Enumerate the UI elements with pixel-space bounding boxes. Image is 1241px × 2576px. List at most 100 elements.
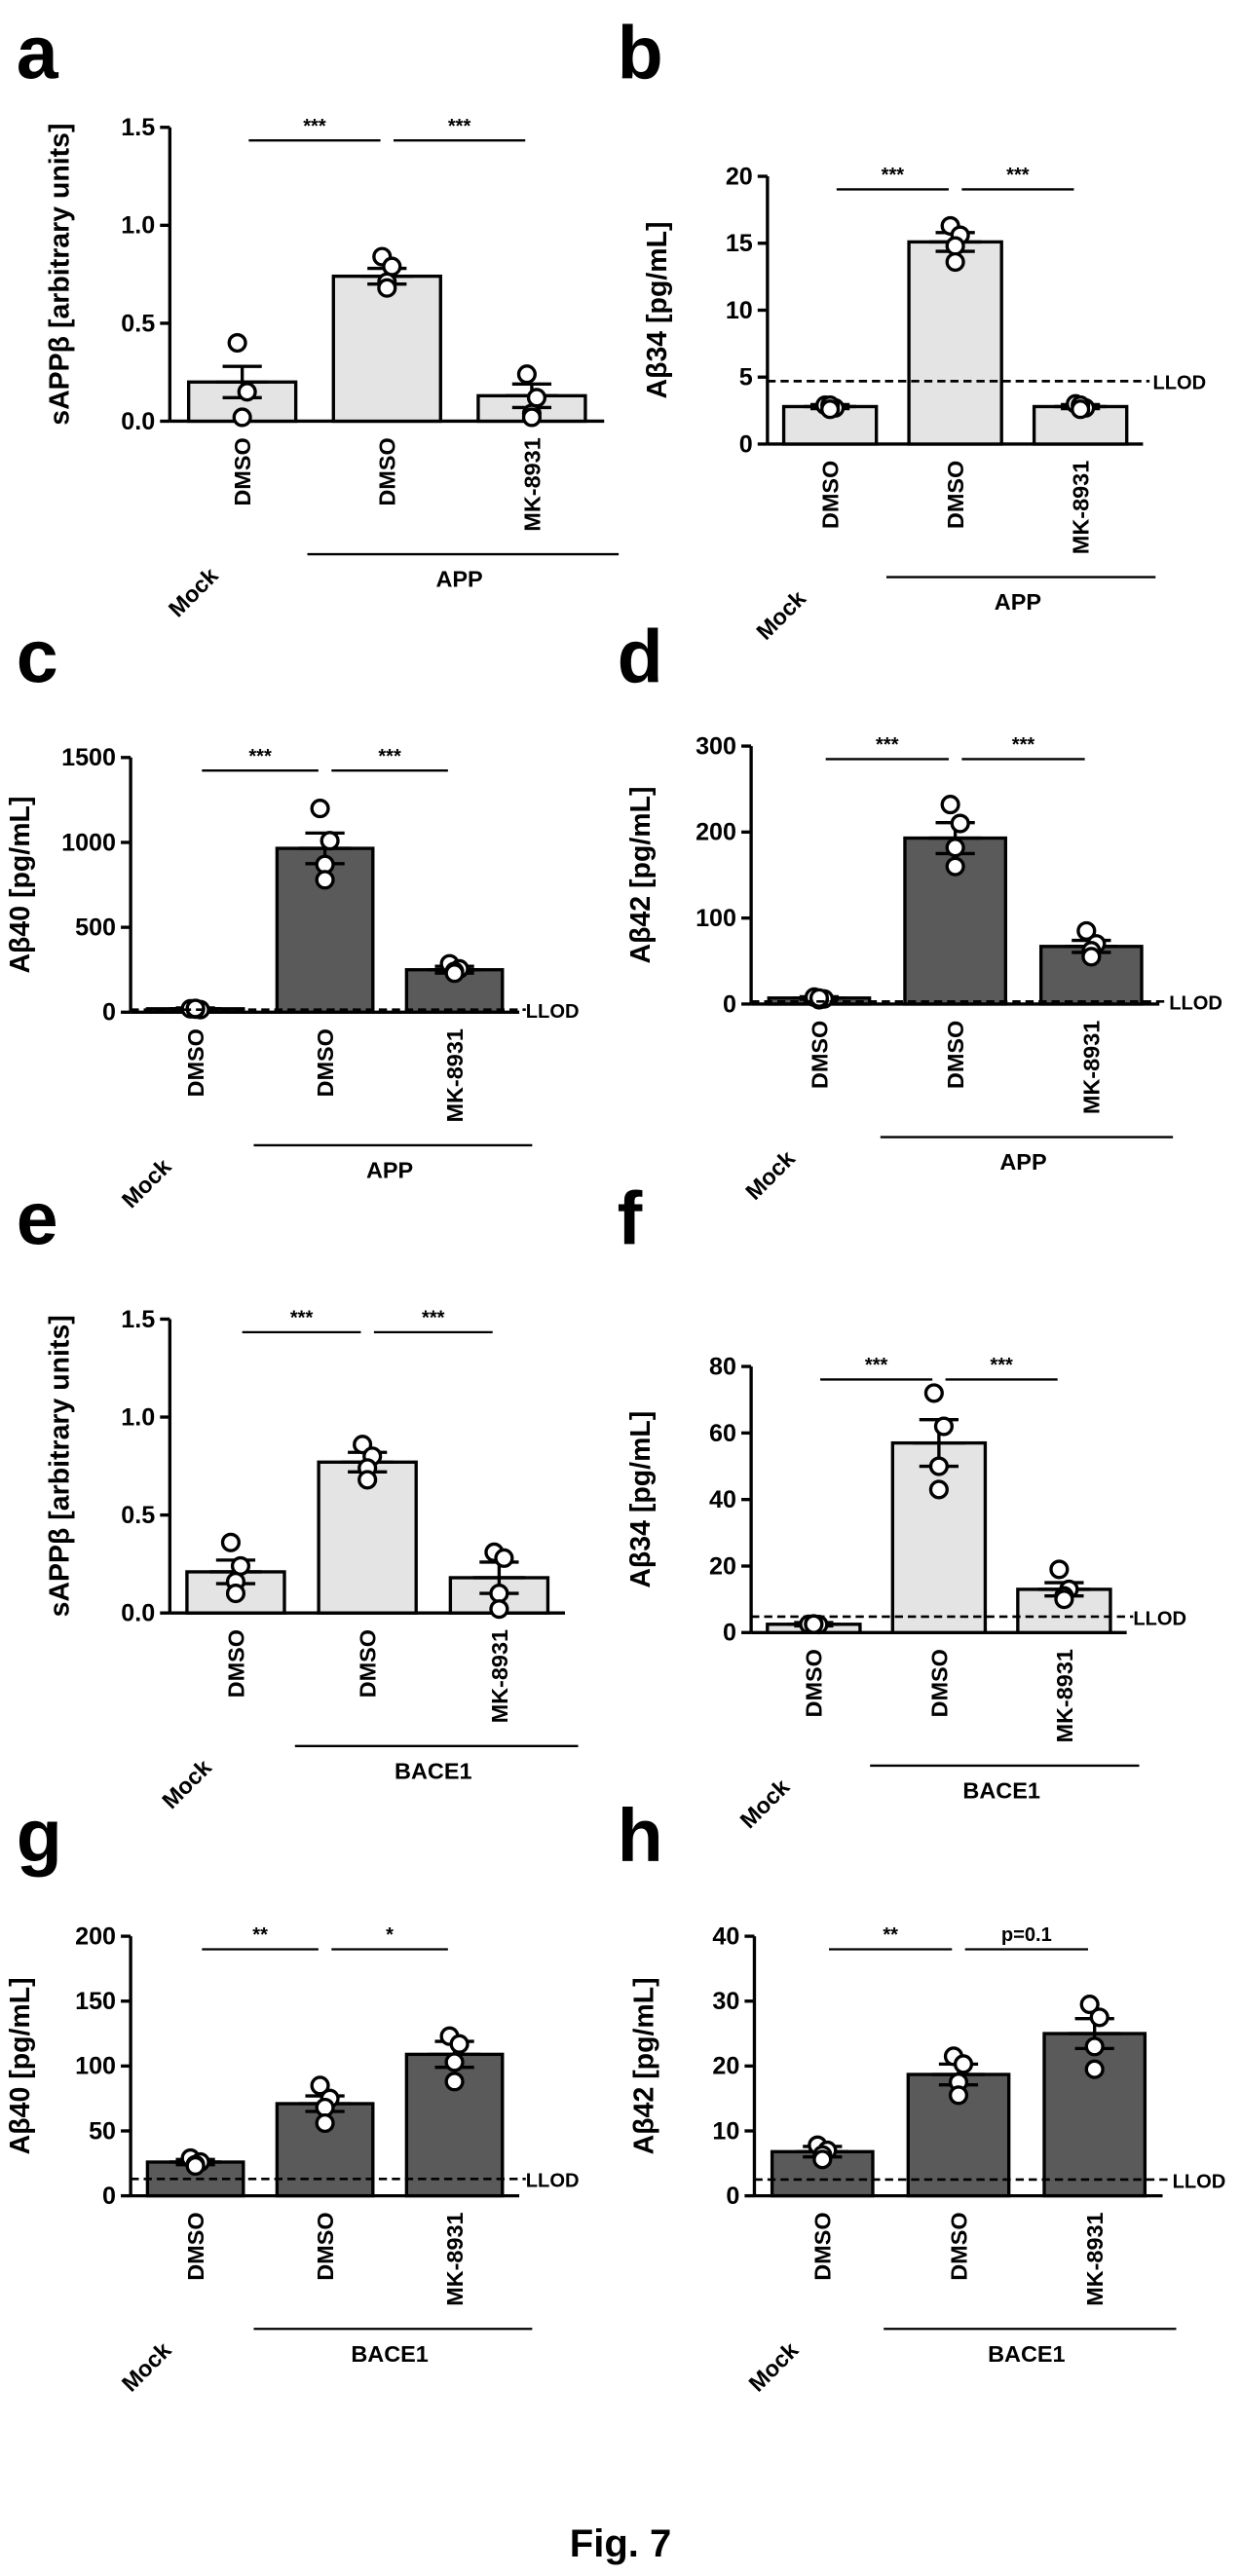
category-label: DMSO xyxy=(313,1028,338,1097)
data-point xyxy=(232,407,252,428)
panel-letter: c xyxy=(17,616,58,699)
category-label: DMSO xyxy=(313,2212,338,2280)
panel-letter: g xyxy=(17,1794,62,1878)
mock-label: Mock xyxy=(164,562,223,621)
y-tick-label: 100 xyxy=(75,2053,116,2080)
group-label: APP xyxy=(366,1157,413,1182)
y-tick-label: 5 xyxy=(739,364,753,392)
y-tick-label: 40 xyxy=(712,1923,739,1950)
data-point xyxy=(315,2097,335,2118)
bar xyxy=(1042,2032,1147,2198)
y-tick-label: 0 xyxy=(102,999,116,1027)
y-axis-label: sAPPβ [arbitrary units] xyxy=(44,124,75,426)
data-point xyxy=(377,278,397,298)
category-label: DMSO xyxy=(943,461,968,529)
data-point xyxy=(315,2112,335,2134)
significance-label: ** xyxy=(252,1924,268,1946)
y-tick-label: 1.5 xyxy=(121,1306,155,1333)
data-point xyxy=(494,1548,514,1568)
y-tick-label: 100 xyxy=(696,905,736,932)
panel-letter: f xyxy=(618,1176,643,1260)
significance-label: *** xyxy=(290,1307,314,1328)
data-point xyxy=(928,1479,949,1500)
y-tick-label: 0 xyxy=(102,2183,116,2210)
significance-label: *** xyxy=(303,116,326,137)
y-tick-label: 50 xyxy=(89,2117,116,2145)
data-point xyxy=(812,2149,833,2170)
data-point xyxy=(225,1584,246,1604)
significance-label: *** xyxy=(1006,165,1030,186)
category-label: DMSO xyxy=(356,1629,381,1698)
y-axis-label: Aβ42 [pg/mL] xyxy=(625,787,657,964)
llod-label: LLOD xyxy=(1133,1608,1186,1629)
data-point xyxy=(237,382,257,402)
category-label: MK-8931 xyxy=(1079,1021,1105,1114)
mock-label: Mock xyxy=(740,1144,800,1204)
llod-label: LLOD xyxy=(1173,2171,1226,2192)
panel-letter: e xyxy=(17,1176,58,1260)
data-point xyxy=(1084,2036,1105,2057)
panel-f: f 0 20 40 60 80 Aβ34 [pg/mL] LLOD *** *** DMSO DMSO… xyxy=(618,1176,1186,1833)
category-label: MK-8931 xyxy=(1069,461,1094,554)
data-point xyxy=(310,2075,330,2096)
mock-label: Mock xyxy=(744,2336,804,2396)
y-tick-label: 1.5 xyxy=(121,114,155,141)
category-label: DMSO xyxy=(802,1649,827,1717)
data-point xyxy=(1049,1559,1070,1580)
panel-letter: h xyxy=(618,1794,663,1878)
significance-label: *** xyxy=(865,1355,888,1376)
y-tick-label: 500 xyxy=(75,915,116,942)
panel-letter: d xyxy=(618,616,663,699)
significance-label: *** xyxy=(422,1307,445,1328)
data-point xyxy=(489,1584,509,1604)
significance-label: * xyxy=(386,1924,394,1946)
data-point xyxy=(449,2034,470,2054)
data-point xyxy=(948,2085,969,2106)
y-tick-label: 0 xyxy=(723,990,736,1018)
category-label: DMSO xyxy=(230,437,255,505)
mock-label: Mock xyxy=(157,1754,216,1813)
significance-label: *** xyxy=(1012,734,1035,756)
group-label: BACE1 xyxy=(988,2341,1066,2367)
y-tick-label: 0.5 xyxy=(121,1502,155,1529)
data-point xyxy=(521,407,542,428)
significance-label: *** xyxy=(876,734,899,756)
group-label: APP xyxy=(995,589,1041,615)
data-point xyxy=(950,813,970,834)
y-tick-label: 20 xyxy=(712,2053,739,2080)
data-point xyxy=(928,1456,949,1476)
mock-label: Mock xyxy=(117,1153,176,1213)
group-label: APP xyxy=(999,1149,1046,1175)
category-label: MK-8931 xyxy=(442,1028,468,1122)
y-tick-label: 10 xyxy=(712,2117,739,2145)
significance-label: *** xyxy=(448,116,471,137)
y-tick-label: 1.0 xyxy=(121,212,155,240)
category-label: DMSO xyxy=(926,1649,952,1717)
panel-letter: b xyxy=(618,11,663,94)
data-point xyxy=(940,795,960,815)
y-tick-label: 0.5 xyxy=(121,310,155,337)
y-axis-label: Aβ40 [pg/mL] xyxy=(5,1977,36,2154)
significance-label: *** xyxy=(882,165,905,186)
category-label: MK-8931 xyxy=(1052,1649,1077,1742)
llod-label: LLOD xyxy=(526,2171,580,2192)
y-tick-label: 300 xyxy=(696,732,736,760)
category-label: DMSO xyxy=(223,1629,248,1698)
y-tick-label: 0.0 xyxy=(121,408,155,435)
y-tick-label: 1500 xyxy=(61,744,116,771)
data-point xyxy=(382,256,402,277)
significance-label: *** xyxy=(378,746,401,767)
y-tick-label: 40 xyxy=(709,1486,736,1513)
y-tick-label: 60 xyxy=(709,1420,736,1447)
category-label: MK-8931 xyxy=(442,2212,468,2305)
category-label: DMSO xyxy=(943,1021,968,1089)
y-tick-label: 20 xyxy=(726,163,753,190)
y-tick-label: 1.0 xyxy=(121,1403,155,1431)
data-point xyxy=(1081,947,1102,967)
data-point xyxy=(945,236,965,256)
panel-b: b 0 5 10 15 20 Aβ34 [pg/mL] LLOD *** *** DMSO DMSO M… xyxy=(618,11,1207,645)
mock-label: Mock xyxy=(751,585,810,645)
bar xyxy=(331,274,442,424)
data-point xyxy=(1089,2007,1109,2028)
